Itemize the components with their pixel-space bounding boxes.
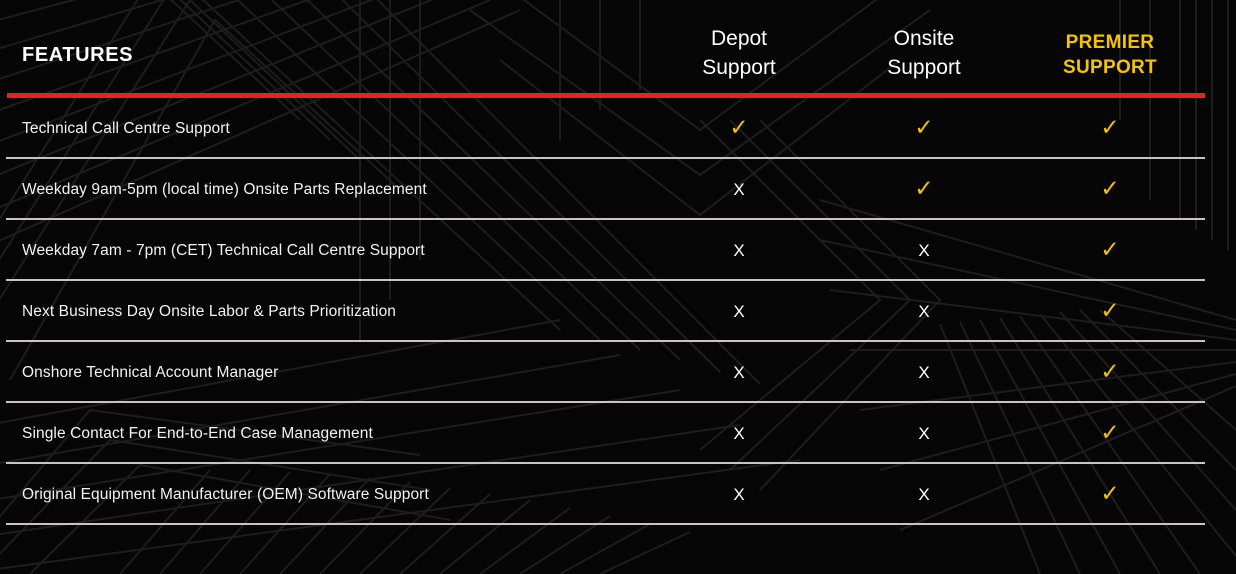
table-row: Weekday 7am - 7pm (CET) Technical Call C… bbox=[0, 220, 1236, 281]
feature-name: Technical Call Centre Support bbox=[22, 119, 230, 137]
cross-icon: X bbox=[918, 363, 930, 382]
column-header-line1: PREMIER bbox=[1065, 32, 1155, 53]
cross-icon: X bbox=[918, 485, 930, 504]
feature-name: Next Business Day Onsite Labor & Parts P… bbox=[22, 302, 397, 320]
table-row: Weekday 9am-5pm (local time) Onsite Part… bbox=[0, 159, 1236, 220]
cross-icon: X bbox=[733, 424, 745, 443]
table-header: FEATURES Depot Support Onsite Support PR… bbox=[0, 0, 1236, 96]
header-accent-rule bbox=[7, 93, 1205, 98]
check-icon: ✓ bbox=[1100, 236, 1120, 262]
features-column-title: FEATURES bbox=[22, 44, 134, 66]
check-icon: ✓ bbox=[1100, 480, 1120, 506]
table-body: Technical Call Centre Support ✓ ✓ ✓ Weekday … bbox=[0, 98, 1236, 525]
check-icon: ✓ bbox=[729, 114, 749, 140]
column-header-line2: Support bbox=[887, 56, 961, 79]
cross-icon: X bbox=[918, 302, 930, 321]
table-row: Technical Call Centre Support ✓ ✓ ✓ bbox=[0, 98, 1236, 159]
check-icon: ✓ bbox=[1100, 175, 1120, 201]
table-row: Single Contact For End-to-End Case Manag… bbox=[0, 403, 1236, 464]
cross-icon: X bbox=[733, 241, 745, 260]
feature-name: Weekday 7am - 7pm (CET) Technical Call C… bbox=[22, 241, 425, 259]
cross-icon: X bbox=[733, 180, 745, 199]
column-header-line2: Support bbox=[702, 56, 776, 79]
column-header-line1: Onsite bbox=[893, 27, 955, 50]
column-header-onsite-support: Onsite Support bbox=[834, 24, 1014, 82]
column-header-line2: SUPPORT bbox=[1063, 57, 1157, 78]
cross-icon: X bbox=[733, 485, 745, 504]
feature-name: Onshore Technical Account Manager bbox=[22, 363, 279, 381]
check-icon: ✓ bbox=[914, 114, 934, 140]
table-row: Original Equipment Manufacturer (OEM) So… bbox=[0, 464, 1236, 525]
check-icon: ✓ bbox=[1100, 358, 1120, 384]
table-row: Onshore Technical Account Manager X X ✓ bbox=[0, 342, 1236, 403]
column-header-depot-support: Depot Support bbox=[649, 24, 829, 82]
feature-name: Original Equipment Manufacturer (OEM) So… bbox=[22, 485, 429, 503]
check-icon: ✓ bbox=[1100, 114, 1120, 140]
cross-icon: X bbox=[918, 241, 930, 260]
check-icon: ✓ bbox=[914, 175, 934, 201]
cross-icon: X bbox=[918, 424, 930, 443]
check-icon: ✓ bbox=[1100, 419, 1120, 445]
feature-name: Single Contact For End-to-End Case Manag… bbox=[22, 424, 373, 442]
check-icon: ✓ bbox=[1100, 297, 1120, 323]
table-row: Next Business Day Onsite Labor & Parts P… bbox=[0, 281, 1236, 342]
feature-name: Weekday 9am-5pm (local time) Onsite Part… bbox=[22, 180, 427, 198]
row-divider bbox=[6, 523, 1205, 525]
cross-icon: X bbox=[733, 302, 745, 321]
column-header-line1: Depot bbox=[710, 27, 768, 50]
column-header-premier-support: PREMIER SUPPORT bbox=[1020, 30, 1200, 80]
cross-icon: X bbox=[733, 363, 745, 382]
